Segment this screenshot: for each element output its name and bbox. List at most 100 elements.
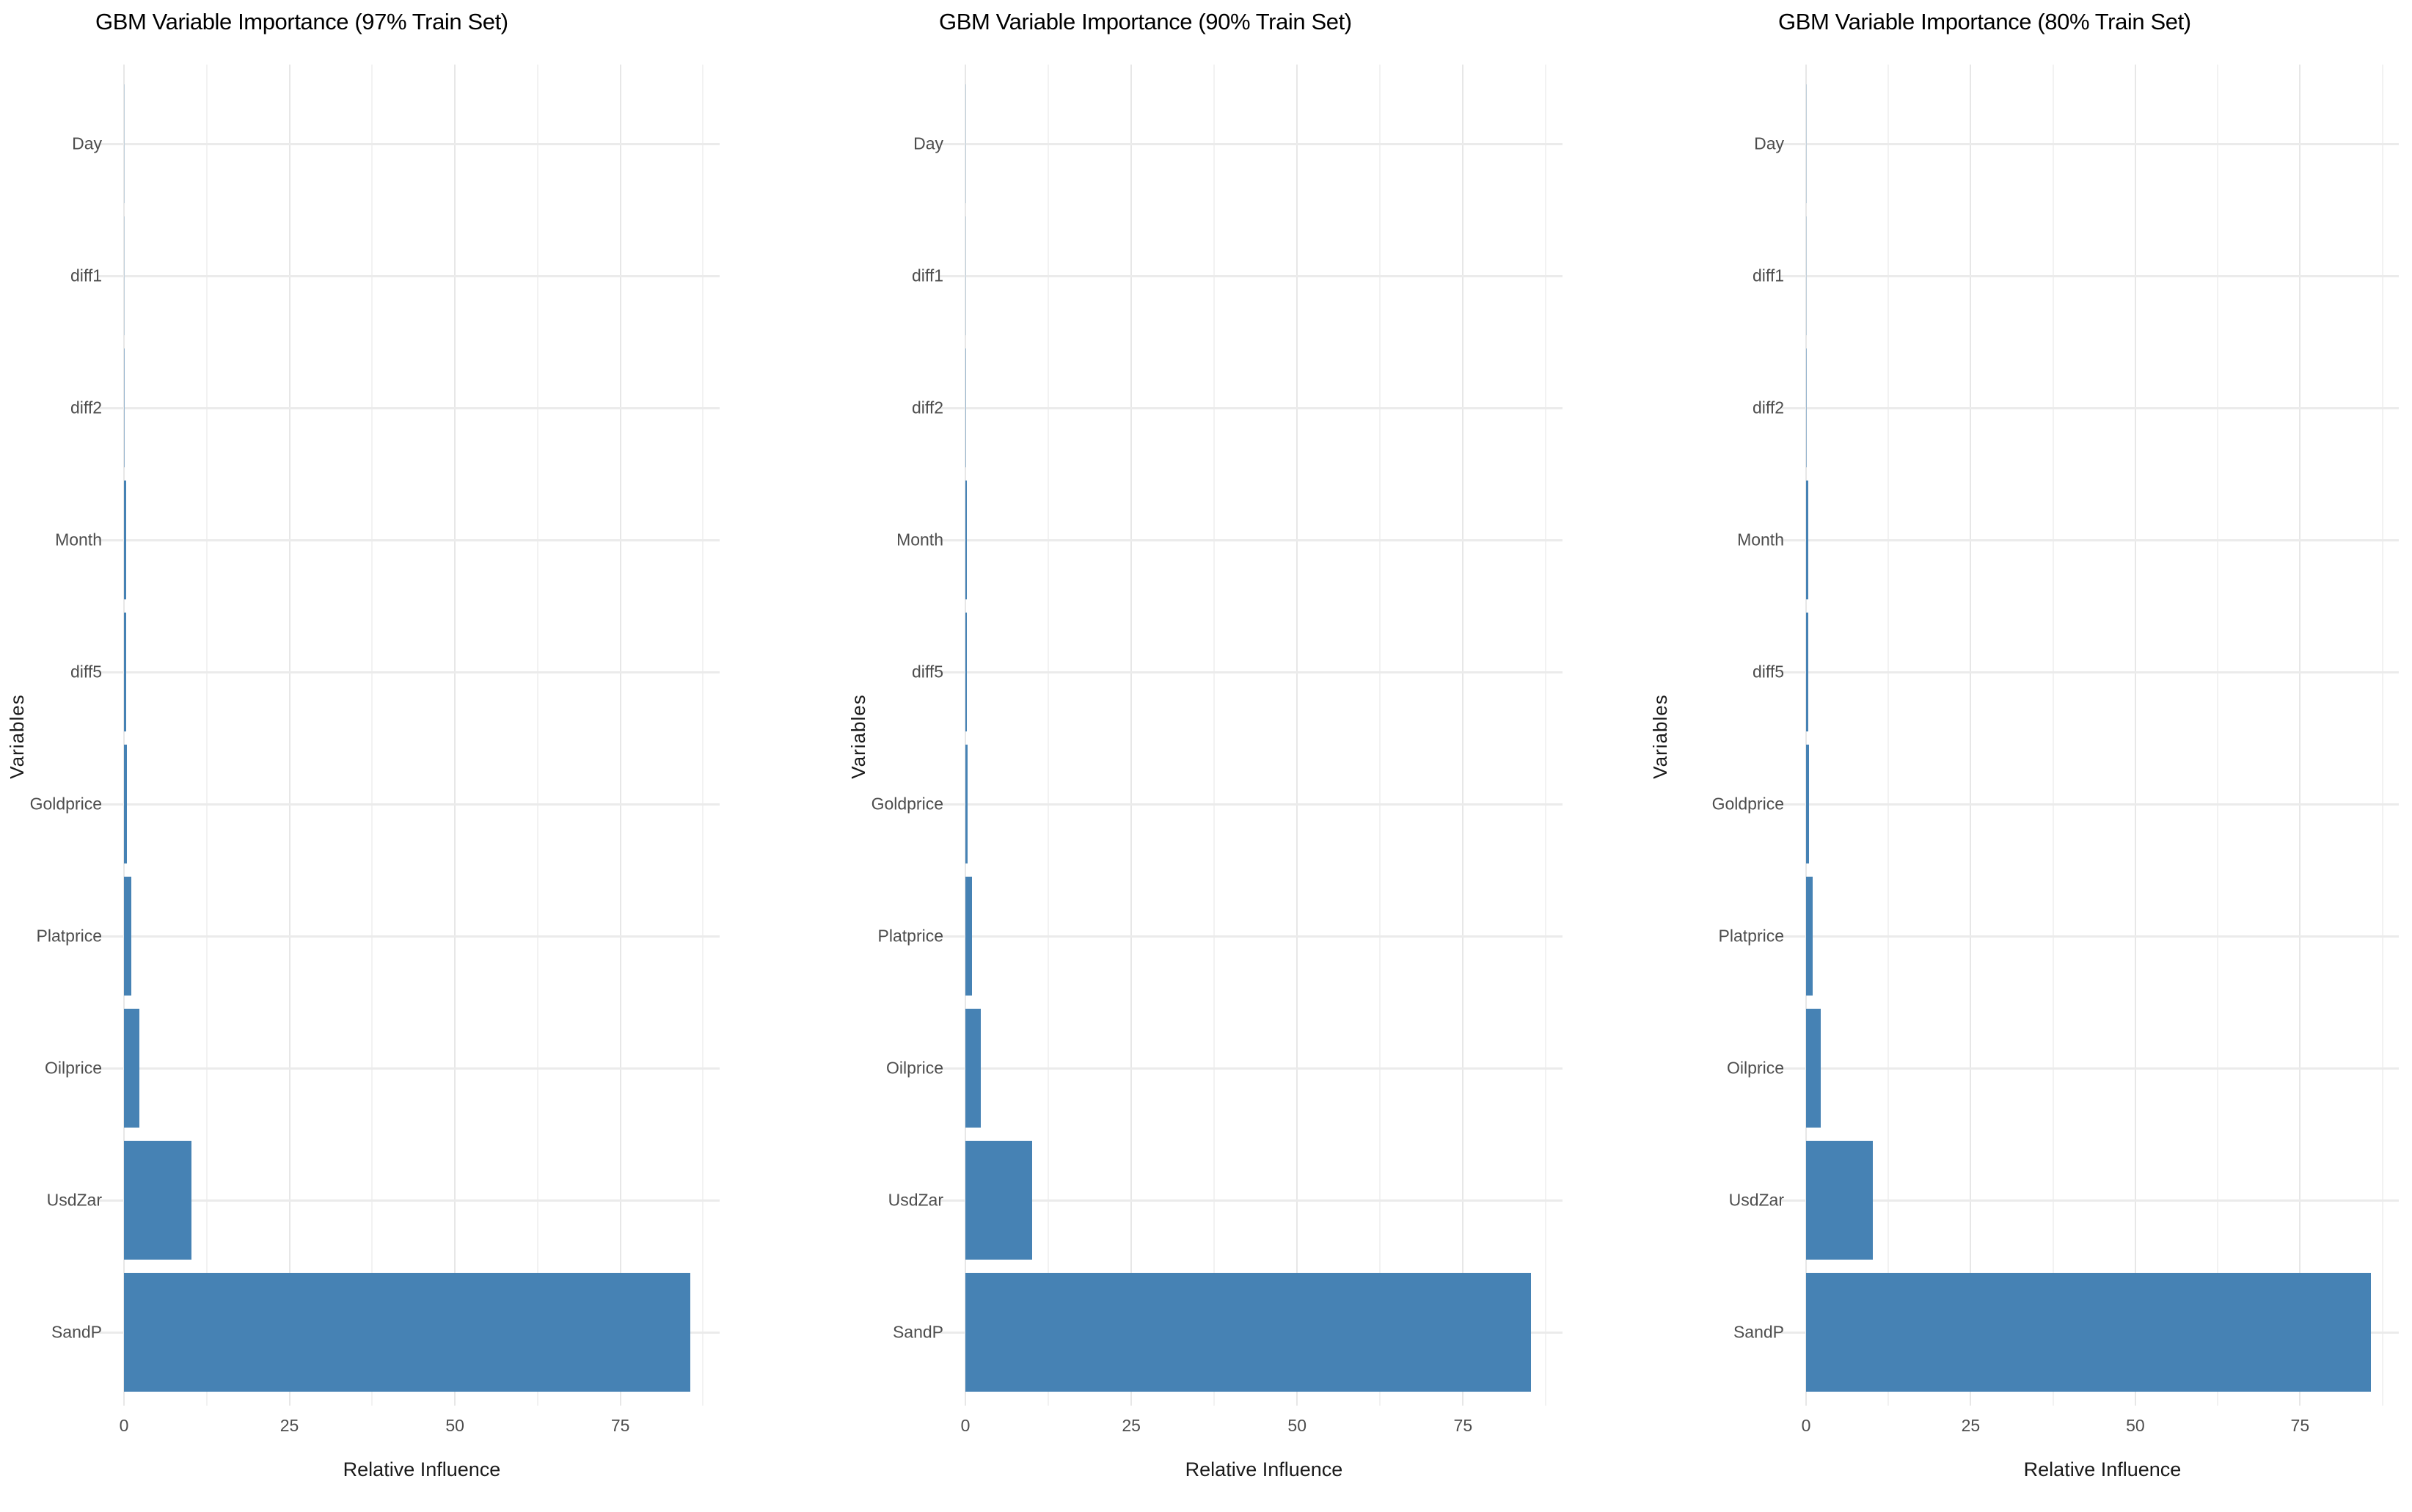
x-axis-title: Relative Influence bbox=[2023, 1458, 2182, 1480]
x-tick-label-50: 50 bbox=[2126, 1416, 2145, 1435]
bar-Goldprice bbox=[1806, 745, 1809, 863]
row-gridline bbox=[98, 407, 720, 409]
minor-gridline bbox=[2381, 65, 2383, 1406]
y-tick-label-diff5: diff5 bbox=[70, 662, 102, 682]
minor-gridline bbox=[1048, 65, 1050, 1406]
chart-title: GBM Variable Importance (97% Train Set) bbox=[95, 9, 508, 34]
bar-diff5 bbox=[965, 613, 968, 731]
row-gridline bbox=[939, 275, 1563, 277]
major-gridline bbox=[2134, 65, 2136, 1406]
major-gridline bbox=[2299, 65, 2301, 1406]
y-tick-label-Platprice: Platprice bbox=[877, 926, 943, 946]
major-gridline bbox=[1970, 65, 1972, 1406]
bar-diff1 bbox=[124, 216, 125, 335]
row-gridline bbox=[939, 1067, 1563, 1070]
x-tick-label-50: 50 bbox=[1287, 1416, 1307, 1435]
x-tick-label-25: 25 bbox=[1961, 1416, 1981, 1435]
y-tick-label-UsdZar: UsdZar bbox=[46, 1190, 102, 1210]
y-axis-title: Variables bbox=[847, 694, 869, 779]
y-tick-label-diff2: diff2 bbox=[70, 398, 102, 417]
row-gridline bbox=[1780, 407, 2399, 409]
bar-Platprice bbox=[124, 877, 131, 996]
row-gridline bbox=[1780, 275, 2399, 277]
row-gridline bbox=[1780, 803, 2399, 806]
y-tick-label-Day: Day bbox=[1754, 134, 1784, 153]
bar-SandP bbox=[965, 1273, 1532, 1392]
x-tick-label-25: 25 bbox=[1122, 1416, 1141, 1435]
minor-gridline bbox=[2217, 65, 2219, 1406]
y-tick-label-Month: Month bbox=[1737, 530, 1784, 549]
y-tick-label-diff2: diff2 bbox=[1752, 398, 1784, 417]
minor-gridline bbox=[1887, 65, 1890, 1406]
row-gridline bbox=[98, 143, 720, 145]
major-gridline bbox=[1805, 65, 1807, 1406]
row-gridline bbox=[1780, 671, 2399, 673]
y-tick-label-Month: Month bbox=[896, 530, 943, 549]
minor-gridline bbox=[2052, 65, 2054, 1406]
bar-UsdZar bbox=[965, 1141, 1033, 1260]
y-tick-label-diff1: diff1 bbox=[1752, 266, 1784, 285]
major-gridline bbox=[1130, 65, 1133, 1406]
row-gridline bbox=[939, 803, 1563, 806]
x-tick-label-0: 0 bbox=[960, 1416, 971, 1435]
bar-diff5 bbox=[124, 613, 127, 731]
bar-Goldprice bbox=[965, 745, 968, 863]
y-tick-label-Day: Day bbox=[72, 134, 102, 153]
bar-diff2 bbox=[965, 348, 966, 467]
row-gridline bbox=[98, 935, 720, 938]
bar-SandP bbox=[124, 1273, 691, 1392]
bar-Day bbox=[1806, 84, 1807, 203]
x-axis-title: Relative Influence bbox=[1185, 1458, 1343, 1480]
bar-Goldprice bbox=[124, 745, 128, 863]
row-gridline bbox=[98, 671, 720, 673]
row-gridline bbox=[98, 803, 720, 806]
bar-Oilprice bbox=[1806, 1009, 1821, 1128]
y-tick-label-SandP: SandP bbox=[1733, 1322, 1784, 1342]
y-tick-label-Goldprice: Goldprice bbox=[1711, 794, 1784, 814]
bar-diff1 bbox=[1806, 216, 1807, 335]
y-axis-title: Variables bbox=[1649, 694, 1671, 779]
bar-UsdZar bbox=[124, 1141, 192, 1260]
bar-Day bbox=[124, 84, 125, 203]
y-tick-label-Goldprice: Goldprice bbox=[871, 794, 943, 814]
x-tick-label-0: 0 bbox=[119, 1416, 129, 1435]
y-tick-label-Oilprice: Oilprice bbox=[45, 1058, 102, 1078]
minor-gridline bbox=[1379, 65, 1381, 1406]
row-gridline bbox=[1780, 539, 2399, 541]
minor-gridline bbox=[371, 65, 373, 1406]
minor-gridline bbox=[1213, 65, 1216, 1406]
bar-Month bbox=[965, 481, 967, 599]
x-tick-label-0: 0 bbox=[1801, 1416, 1811, 1435]
bar-Month bbox=[1806, 481, 1808, 599]
y-tick-label-Platprice: Platprice bbox=[36, 926, 102, 946]
y-tick-label-diff5: diff5 bbox=[911, 662, 943, 682]
row-gridline bbox=[1780, 935, 2399, 938]
y-tick-label-Goldprice: Goldprice bbox=[29, 794, 102, 814]
y-axis-title: Variables bbox=[6, 694, 28, 779]
bar-Platprice bbox=[1806, 877, 1813, 996]
major-gridline bbox=[1296, 65, 1298, 1406]
row-gridline bbox=[98, 1199, 720, 1202]
row-gridline bbox=[939, 1199, 1563, 1202]
y-tick-label-Month: Month bbox=[55, 530, 102, 549]
chart-title: GBM Variable Importance (80% Train Set) bbox=[1778, 9, 2191, 34]
y-tick-label-UsdZar: UsdZar bbox=[1728, 1190, 1784, 1210]
chart-title: GBM Variable Importance (90% Train Set) bbox=[939, 9, 1352, 34]
x-tick-label-25: 25 bbox=[279, 1416, 299, 1435]
x-tick-label-75: 75 bbox=[1453, 1416, 1473, 1435]
row-gridline bbox=[1780, 143, 2399, 145]
bar-SandP bbox=[1806, 1273, 2372, 1392]
y-tick-label-UsdZar: UsdZar bbox=[888, 1190, 943, 1210]
bar-Oilprice bbox=[965, 1009, 981, 1128]
major-gridline bbox=[288, 65, 290, 1406]
minor-gridline bbox=[1545, 65, 1547, 1406]
x-tick-label-75: 75 bbox=[610, 1416, 630, 1435]
row-gridline bbox=[1780, 1067, 2399, 1070]
major-gridline bbox=[1462, 65, 1464, 1406]
y-tick-label-diff1: diff1 bbox=[911, 266, 943, 285]
x-tick-label-75: 75 bbox=[2290, 1416, 2310, 1435]
y-tick-label-SandP: SandP bbox=[892, 1322, 943, 1342]
x-tick-label-50: 50 bbox=[445, 1416, 464, 1435]
row-gridline bbox=[939, 539, 1563, 541]
